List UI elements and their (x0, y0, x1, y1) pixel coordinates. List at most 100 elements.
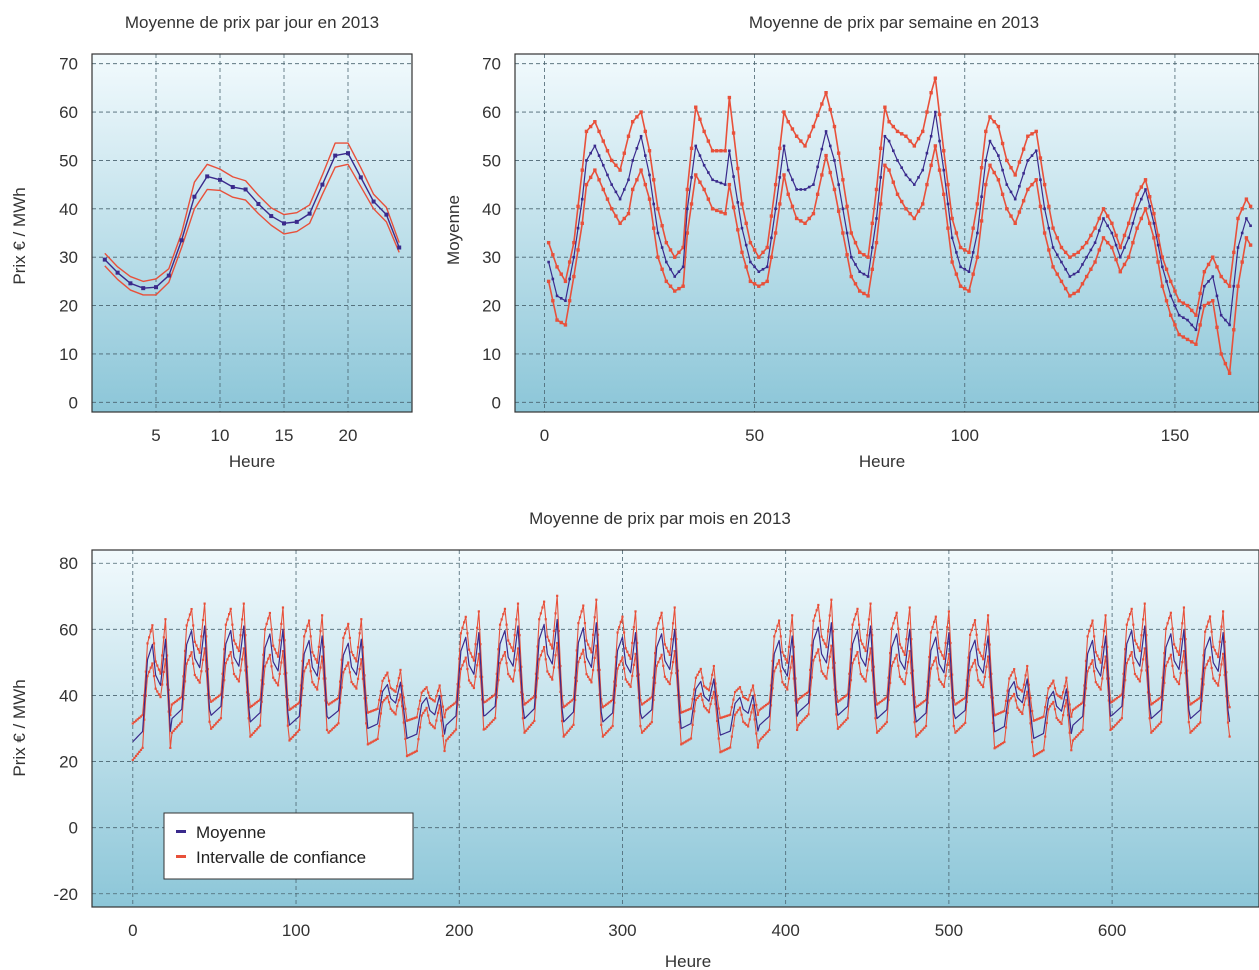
weekly-mean-point (971, 251, 975, 254)
monthly-ci-upper-point (1076, 705, 1079, 708)
weekly-y-tick-label: 10 (482, 345, 501, 364)
monthly-ci-lower-point (792, 677, 795, 680)
monthly-ci-lower-point (1176, 680, 1179, 683)
monthly-ci-upper-point (933, 620, 936, 624)
monthly-ci-upper-point (626, 650, 629, 653)
weekly-ci-upper-point (1051, 226, 1055, 230)
monthly-ci-lower-point (1228, 735, 1231, 738)
weekly-ci-upper-point (996, 124, 1001, 129)
monthly-ci-lower-point (657, 661, 660, 664)
monthly-ci-lower-point (1218, 673, 1221, 677)
monthly-ci-lower-point (241, 658, 244, 661)
daily-mean-point (397, 245, 402, 250)
weekly-ci-lower-point (975, 255, 980, 259)
weekly-mean-point (1240, 231, 1244, 235)
monthly-ci-lower-point (337, 722, 340, 725)
monthly-ci-upper-point (1004, 699, 1008, 702)
monthly-ci-lower-point (1111, 727, 1114, 730)
monthly-ci-upper-point (296, 702, 299, 705)
monthly-ci-lower-point (1106, 677, 1109, 680)
monthly-ci-upper-point (139, 715, 143, 718)
weekly-ci-lower-point (1185, 337, 1190, 342)
monthly-ci-lower-point (414, 750, 417, 753)
monthly-ci-lower-point (902, 680, 905, 683)
monthly-ci-upper-point (479, 643, 482, 646)
weekly-ci-lower-point (1152, 236, 1156, 240)
monthly-ci-upper-point (960, 698, 964, 702)
monthly-ci-upper-point (908, 606, 911, 609)
weekly-ci-lower-point (845, 253, 849, 257)
weekly-ci-lower-point (710, 207, 715, 211)
monthly-ci-lower-point (1006, 711, 1009, 715)
monthly-ci-lower-point (1000, 743, 1003, 746)
weekly-mean-point (824, 130, 828, 133)
weekly-mean-point (589, 151, 592, 155)
monthly-ci-lower-point (782, 683, 786, 686)
monthly-ci-lower-point (1142, 658, 1145, 661)
weekly-ci-lower-point (942, 192, 946, 196)
monthly-ci-lower-point (440, 719, 443, 722)
weekly-ci-upper-point (1042, 182, 1047, 187)
monthly-ci-upper-point (529, 697, 533, 701)
monthly-ci-lower-point (647, 724, 650, 727)
weekly-mean-point (601, 163, 605, 167)
monthly-ci-upper-point (469, 652, 472, 655)
monthly-ci-upper-point (409, 718, 412, 721)
weekly-ci-upper-point (1173, 289, 1177, 293)
monthly-ci-lower-point (936, 667, 939, 670)
monthly-ci-upper-point (247, 693, 250, 696)
monthly-ci-lower-point (136, 752, 139, 756)
monthly-ci-lower-point (1001, 741, 1004, 745)
monthly-ci-upper-point (484, 700, 487, 703)
weekly-ci-lower-point (1017, 210, 1022, 214)
monthly-ci-upper-point (216, 695, 219, 699)
monthly-ci-upper-point (1032, 719, 1035, 722)
daily-y-tick-label: 70 (59, 55, 78, 74)
monthly-ci-upper-point (611, 698, 614, 701)
monthly-ci-lower-point (750, 711, 753, 714)
monthly-ci-lower-point (521, 717, 524, 720)
monthly-ci-upper-point (399, 668, 402, 672)
weekly-mean-point (976, 231, 979, 235)
monthly-ci-upper-point (1045, 696, 1048, 699)
monthly-ci-lower-point (139, 748, 143, 751)
monthly-ci-lower-point (937, 678, 941, 681)
monthly-ci-upper-point (738, 686, 742, 689)
weekly-ci-lower-point (967, 289, 971, 293)
daily-mean-point (243, 187, 248, 192)
monthly-ci-lower-point (769, 704, 773, 707)
monthly-ci-upper-point (810, 644, 813, 647)
weekly-ci-upper-point (723, 149, 727, 153)
weekly-ci-lower-point (937, 168, 942, 172)
weekly-mean-point (854, 263, 857, 266)
monthly-ci-upper-point (750, 689, 753, 692)
weekly-mean-point (757, 270, 761, 274)
monthly-ci-lower-point (761, 735, 764, 739)
weekly-ci-lower-point (1173, 323, 1177, 327)
daily-chart-title: Moyenne de prix par jour en 2013 (125, 13, 379, 32)
weekly-mean-point (1219, 313, 1223, 317)
monthly-ci-lower-point (629, 685, 632, 688)
weekly-mean-point (1144, 188, 1147, 191)
monthly-ci-upper-point (722, 715, 725, 719)
weekly-ci-lower-point (563, 323, 568, 327)
monthly-ci-lower-point (554, 654, 557, 657)
weekly-mean-point (1245, 217, 1248, 220)
monthly-ci-lower-point (228, 654, 231, 657)
monthly-ci-lower-point (676, 693, 680, 697)
weekly-ci-upper-point (887, 120, 891, 124)
monthly-ci-upper-point (420, 691, 423, 694)
monthly-ci-lower-point (732, 724, 735, 727)
weekly-ci-lower-point (921, 202, 925, 206)
weekly-y-axis-label: Moyenne (444, 195, 463, 265)
monthly-ci-lower-point (338, 701, 342, 704)
monthly-ci-upper-point (254, 702, 257, 705)
monthly-ci-upper-point (869, 602, 872, 605)
monthly-ci-upper-point (1093, 635, 1096, 638)
monthly-ci-lower-point (747, 725, 750, 728)
monthly-ci-upper-point (714, 682, 717, 685)
weekly-ci-upper-point (740, 202, 744, 206)
monthly-ci-upper-point (405, 719, 409, 722)
monthly-ci-upper-point (363, 674, 366, 677)
monthly-ci-lower-point (574, 698, 577, 702)
